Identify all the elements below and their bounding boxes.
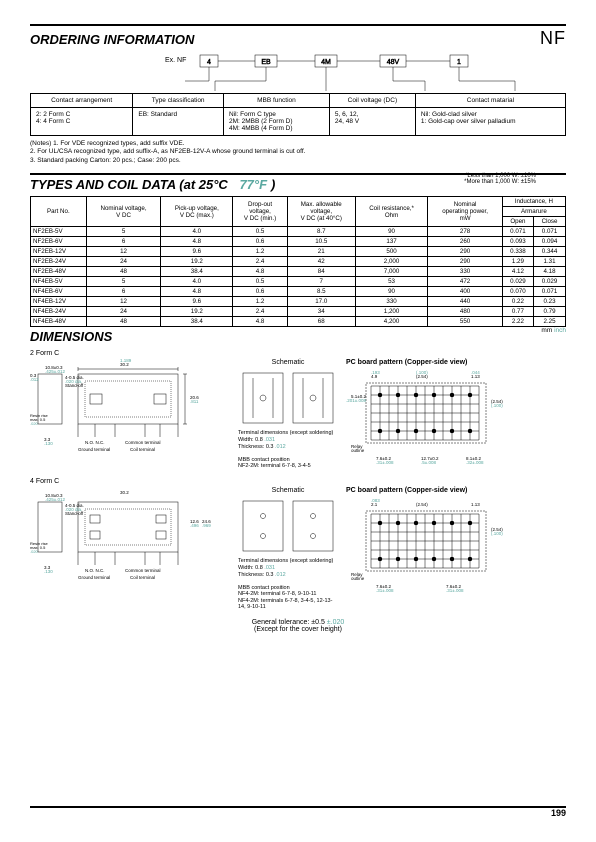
- svg-text:(.100): (.100): [416, 370, 428, 375]
- svg-text:.496: .496: [190, 523, 199, 528]
- svg-text:Stand-off: Stand-off: [65, 511, 84, 516]
- svg-text:Common terminal: Common terminal: [125, 440, 161, 445]
- svg-text:.31±.008: .31±.008: [446, 588, 464, 593]
- svg-text:.012: .012: [30, 377, 39, 382]
- svg-text:48V: 48V: [387, 59, 400, 66]
- general-tolerance: General tolerance: ±0.5 ±.020 (Except fo…: [30, 619, 566, 633]
- form2-schematic: [238, 368, 338, 428]
- types-table: Part No. Nominal voltage, V DC Pick-up v…: [30, 196, 566, 327]
- svg-text:Ground terminal: Ground terminal: [78, 575, 110, 580]
- svg-text:Common terminal: Common terminal: [125, 568, 161, 573]
- form4-pcb: Relayoutline 2.1 .083 (2.54) 1.13 (2.54)…: [346, 496, 516, 596]
- form2-pcb: Relayoutline 4.9 .193 (2.54) (.100) 1.13…: [346, 368, 516, 468]
- svg-text:1.13: 1.13: [471, 502, 480, 507]
- page-label: NF: [540, 28, 566, 49]
- svg-text:4: 4: [207, 59, 211, 66]
- form2-drawing: 10.8±0.3 .425±.012 4-0.5 dia. .020 dia. …: [30, 359, 230, 459]
- svg-text:.020: .020: [30, 421, 39, 426]
- svg-text:(.100): (.100): [491, 403, 503, 408]
- svg-text:1.189: 1.189: [120, 359, 132, 363]
- svg-text:.130: .130: [44, 441, 53, 446]
- ordering-table: Contact arrangementType classification M…: [30, 93, 566, 136]
- svg-text:outline: outline: [351, 448, 365, 453]
- svg-text:4M: 4M: [321, 59, 331, 66]
- svg-text:EB: EB: [261, 59, 271, 66]
- svg-text:N.O. N.C.: N.O. N.C.: [85, 440, 105, 445]
- ordering-notes: (Notes) 1. For VDE recognized types, add…: [30, 140, 566, 165]
- svg-text:(.100): (.100): [491, 531, 503, 536]
- svg-text:.083: .083: [371, 498, 380, 503]
- types-note: *Less than 1,000 W: ±10%*More than 1,000…: [464, 173, 536, 185]
- svg-text:.425±.012: .425±.012: [45, 497, 65, 502]
- svg-text:30.2: 30.2: [120, 490, 129, 495]
- svg-text:.31±.008: .31±.008: [376, 588, 394, 593]
- svg-text:Ground terminal: Ground terminal: [78, 447, 110, 452]
- svg-text:1: 1: [457, 59, 461, 66]
- svg-text:.193: .193: [371, 370, 380, 375]
- dimensions-title: DIMENSIONS: [30, 329, 112, 344]
- svg-text:.811: .811: [190, 399, 199, 404]
- svg-text:Coil terminal: Coil terminal: [130, 447, 155, 452]
- form2-label: 2 Form C: [30, 350, 566, 357]
- form4-row: 10.8±0.3 .425±.012 4-0.5 dia. .020 dia. …: [30, 487, 566, 611]
- svg-text:.020: .020: [30, 549, 39, 554]
- svg-text:.969: .969: [202, 523, 211, 528]
- svg-text:.425±.012: .425±.012: [45, 369, 65, 374]
- svg-text:Stand-off: Stand-off: [65, 383, 84, 388]
- svg-text:.31±.008: .31±.008: [376, 460, 394, 465]
- svg-text:N.O. N.C.: N.O. N.C.: [85, 568, 105, 573]
- svg-text:.32±.008: .32±.008: [466, 460, 484, 465]
- svg-text:.130: .130: [44, 569, 53, 574]
- svg-text:outline: outline: [351, 576, 365, 581]
- svg-text:.201±.008: .201±.008: [346, 398, 366, 403]
- svg-text:.044: .044: [471, 370, 480, 375]
- ordering-diagram: Ex. NF 4 EB 4M 48V 1 Contact: [30, 53, 566, 136]
- form4-schematic: [238, 496, 338, 556]
- svg-text:.5±.008: .5±.008: [421, 460, 436, 465]
- form2-row: 10.8±0.3 .425±.012 4-0.5 dia. .020 dia. …: [30, 359, 566, 470]
- svg-text:Coil terminal: Coil terminal: [130, 575, 155, 580]
- form4-label: 4 Form C: [30, 478, 566, 485]
- ordering-title: ORDERING INFORMATION: [30, 32, 566, 47]
- svg-text:(2.54): (2.54): [416, 502, 428, 507]
- page-number: 199: [30, 808, 566, 818]
- form4-drawing: 10.8±0.3 .425±.012 4-0.5 dia. .020 dia. …: [30, 487, 230, 587]
